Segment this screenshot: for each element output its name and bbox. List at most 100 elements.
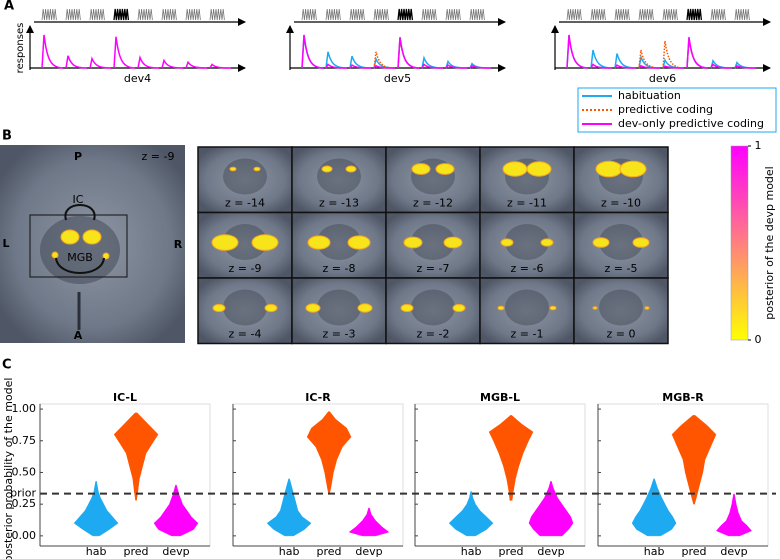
response-peak [89,56,112,69]
slice-label: z = -4 [229,328,262,341]
response-peak [734,64,757,69]
response-peak [662,65,685,69]
activation [347,235,371,250]
stimulus-group [113,8,130,21]
slice: z = -11 [479,146,575,214]
activation [644,306,650,310]
slice-label: z = -11 [507,197,547,210]
x-tick-label: devp [162,545,189,558]
x-tick-label: devp [537,545,564,558]
response-peak [590,63,613,69]
slice-label: z = -7 [417,262,450,275]
violin [113,412,159,501]
response-peak [137,54,160,69]
panel-label: A [4,0,14,14]
activation [502,161,528,177]
response-peak [41,34,64,69]
slice: z = -9 [197,211,293,279]
panel-label: C [2,358,12,373]
subplot-title: MGB-R [662,391,704,404]
slice-structure [411,289,455,326]
response-peak [65,55,88,69]
slice-label: z = -10 [601,197,641,210]
y-tick-label: 0.75 [12,434,37,447]
ic-arrow [64,204,96,221]
slice: z = -7 [385,211,481,279]
subplot-title: IC-R [305,391,331,404]
activation [443,236,463,249]
slice: z = -3 [291,277,387,345]
stimulus-group [161,8,177,21]
response-peak [662,40,685,69]
response-peak [397,37,420,69]
roi-box [29,214,128,278]
x-tick-label: pred [317,545,342,558]
response-peak [161,58,184,69]
slice: z = -5 [573,211,669,279]
x-label: dev4 [124,72,151,85]
activation [305,303,321,313]
slice-structure [223,158,267,195]
y-tick-label: 0.25 [12,497,37,510]
overview-label: z = -9 [142,150,175,163]
activation [632,237,650,248]
activation [307,235,331,250]
response-peak [638,49,661,69]
activation [500,238,514,247]
response-peak [209,63,232,69]
response-peak [349,64,372,69]
violin [153,484,199,537]
activation [435,163,455,175]
stimulus-group [686,8,703,21]
violin [528,481,574,537]
response-peak [469,64,492,69]
response-peak [421,55,444,69]
activation [526,161,552,177]
activation [400,303,414,313]
legend-label: dev-only predictive coding [618,117,764,130]
stimulus-group [614,8,630,21]
x-tick-label: pred [499,545,524,558]
mgb-arrow [55,257,105,274]
subplot-title: IC-L [113,391,137,404]
slice-label: z = -6 [511,262,544,275]
slice: z = -4 [197,277,293,345]
violin [73,481,119,537]
activation [595,160,623,178]
activation [549,305,557,311]
overview-label: R [174,238,183,251]
response-peak [686,37,709,69]
y-label: posterior probability of the model [2,378,15,559]
stimulus-group [89,8,105,21]
response-peak [566,34,589,69]
slice-image [479,277,575,345]
stimulus-group [349,8,365,21]
slice-label: z = -14 [225,197,265,210]
slice: z = -1 [479,277,575,345]
slice-structure [505,289,549,326]
slice: z = -10 [573,146,669,214]
overview-label: L [2,237,9,250]
stimulus-group [325,8,341,21]
slice-label: z = -2 [417,328,450,341]
activation [403,236,423,249]
stimulus-group [734,8,750,21]
stimulus-group [397,8,414,21]
activation [212,303,226,313]
violin [266,478,312,537]
stimulus-group [65,8,81,21]
subplot-title: MGB-L [480,391,520,404]
slice-image [385,211,481,279]
y-tick-label: 0.50 [12,465,37,478]
panel-label: B [2,129,12,144]
x-tick-label: hab [644,545,665,558]
slice-label: z = -9 [229,262,262,275]
y-tick-label: 0.00 [12,529,37,542]
slice-image [573,277,669,345]
x-label: dev6 [649,72,676,85]
stimulus-group [590,8,606,21]
activation [264,303,278,313]
violin [715,493,753,537]
slice-label: z = -1 [511,328,544,341]
